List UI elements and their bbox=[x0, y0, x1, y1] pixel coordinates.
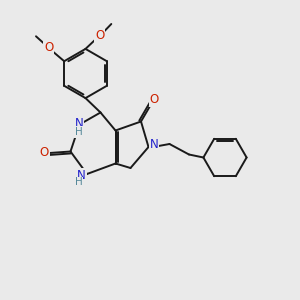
Text: H: H bbox=[75, 127, 83, 137]
Text: N: N bbox=[149, 138, 158, 151]
Text: N: N bbox=[77, 169, 86, 182]
Text: O: O bbox=[44, 41, 53, 54]
Text: O: O bbox=[40, 146, 49, 160]
Text: O: O bbox=[150, 93, 159, 106]
Text: O: O bbox=[95, 29, 104, 42]
Text: H: H bbox=[75, 177, 83, 188]
Text: N: N bbox=[74, 116, 83, 130]
